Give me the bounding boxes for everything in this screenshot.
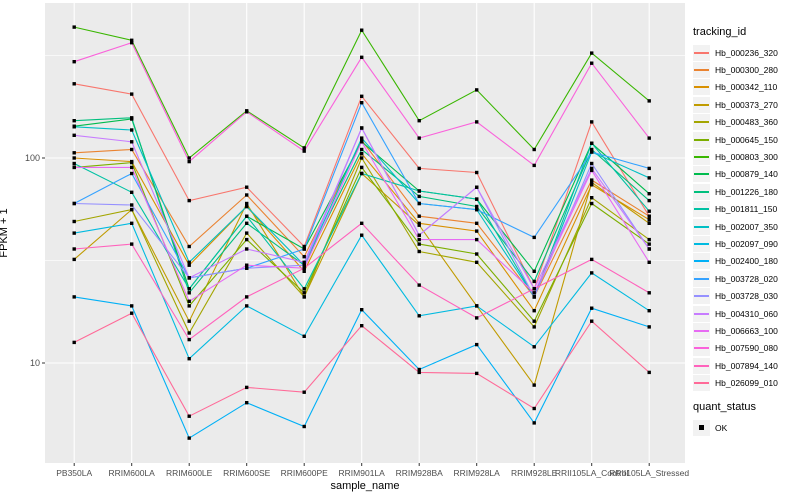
legend-entry: Hb_000803_300 xyxy=(693,148,778,166)
black-square-marker-icon xyxy=(693,419,710,436)
legend-entry-label: Hb_000342_110 xyxy=(715,82,778,93)
legend-entry: Hb_007590_080 xyxy=(693,340,778,357)
quant-status-legend: quant_status OK xyxy=(693,401,756,436)
legend-entry-label: Hb_007894_140 xyxy=(715,360,778,371)
legend-entry: Hb_000483_360 xyxy=(693,114,778,131)
legend-entry-label: Hb_026099_010 xyxy=(715,378,778,389)
y-tick-label: 100 xyxy=(24,152,40,163)
tracking-id-legend: tracking_id Hb_000236_320 Hb_000300_280 Hb… xyxy=(693,26,778,392)
legend-entry: Hb_003728_030 xyxy=(693,287,778,305)
legend-key-line-icon xyxy=(693,114,710,131)
legend-key-line-icon xyxy=(693,340,710,357)
legend-entry-label: Hb_000803_300 xyxy=(715,152,778,163)
x-tick-label: RRIM600PE xyxy=(280,468,328,478)
legend-key-line-icon xyxy=(693,62,710,79)
legend-entry: Hb_000236_320 xyxy=(693,44,778,61)
x-tick-label: RRII105LA_Control xyxy=(554,468,629,478)
x-tick-label: PB350LA xyxy=(56,468,93,478)
legend-key-line-icon xyxy=(693,166,710,183)
legend-key-line-icon xyxy=(693,131,710,148)
x-tick-label: RRIM600LA xyxy=(108,468,155,478)
legend-entry-label: Hb_006663_100 xyxy=(715,325,778,336)
legend-entry-label: Hb_003728_020 xyxy=(715,273,778,284)
legend-key-line-icon xyxy=(693,357,710,374)
legend-entry-label: Hb_000645_150 xyxy=(715,134,778,145)
legend-key-line-icon xyxy=(693,235,710,252)
legend-entries: Hb_000236_320 Hb_000300_280 Hb_000342_110 H… xyxy=(693,44,778,392)
legend-entry-label: Hb_000879_140 xyxy=(715,169,778,180)
x-tick-label: RRIM600SE xyxy=(223,468,271,478)
legend-key-line-icon xyxy=(693,270,710,287)
legend-entry: Hb_000645_150 xyxy=(693,131,778,148)
legend-key-line-icon xyxy=(693,149,710,166)
quant-legend-title: quant_status xyxy=(693,401,756,413)
legend-entry: Hb_000373_270 xyxy=(693,96,778,113)
x-tick-label: RRIM928BA xyxy=(395,468,443,478)
legend-entry: Hb_000342_110 xyxy=(693,79,778,96)
legend-entry: Hb_001811_150 xyxy=(693,201,778,218)
legend-key-line-icon xyxy=(693,288,710,305)
x-tick-label: RRIM928LE xyxy=(511,468,558,478)
legend-key-line-icon xyxy=(693,253,710,270)
legend-entry: Hb_002400_180 xyxy=(693,253,778,270)
legend-key-line-icon xyxy=(693,96,710,113)
quant-legend-label: OK xyxy=(715,422,728,433)
legend-entry-label: Hb_000483_360 xyxy=(715,117,778,128)
legend-entry: Hb_007894_140 xyxy=(693,357,778,374)
legend-key-line-icon xyxy=(693,183,710,200)
x-axis-title: sample_name xyxy=(330,480,400,492)
legend-key-line-icon xyxy=(693,201,710,218)
legend-entry: Hb_002097_090 xyxy=(693,235,778,252)
legend-title: tracking_id xyxy=(693,26,747,38)
legend-entry-label: Hb_007590_080 xyxy=(715,343,778,354)
legend-entry: Hb_002007_350 xyxy=(693,218,778,235)
x-tick-label: RRIM600LE xyxy=(166,468,213,478)
x-tick-label: RRIM928LA xyxy=(453,468,500,478)
quant-legend-entry: OK xyxy=(693,419,756,436)
legend-entry: Hb_026099_010 xyxy=(693,374,778,392)
legend-entry-label: Hb_001811_150 xyxy=(715,204,778,215)
legend-entry: Hb_004310_060 xyxy=(693,305,778,322)
legend-entry: Hb_000300_280 xyxy=(693,61,778,79)
legend-entry-label: Hb_003728_030 xyxy=(715,291,778,302)
legend-entry-label: Hb_004310_060 xyxy=(715,308,778,319)
legend-key-line-icon xyxy=(693,375,710,392)
legend-entry: Hb_003728_020 xyxy=(693,270,778,287)
legend-entry-label: Hb_002400_180 xyxy=(715,256,778,267)
legend-entry: Hb_006663_100 xyxy=(693,322,778,339)
legend-key-line-icon xyxy=(693,79,710,96)
x-tick-label: RRIM901LA xyxy=(338,468,385,478)
legend-entry-label: Hb_002097_090 xyxy=(715,238,778,249)
legend-entry: Hb_000879_140 xyxy=(693,166,778,183)
y-tick-label: 10 xyxy=(29,357,40,368)
legend-entry-label: Hb_000300_280 xyxy=(715,65,778,76)
legend-key-line-icon xyxy=(693,305,710,322)
legend-entry-label: Hb_000373_270 xyxy=(715,99,778,110)
legend-entry: Hb_001226_180 xyxy=(693,183,778,200)
legend-entry-label: Hb_002007_350 xyxy=(715,221,778,232)
legend-entry-label: Hb_001226_180 xyxy=(715,186,778,197)
legend-key-line-icon xyxy=(693,44,710,61)
legend-entry-label: Hb_000236_320 xyxy=(715,47,778,58)
legend-key-line-icon xyxy=(693,322,710,339)
x-tick-label: RRII105LA_Stressed xyxy=(609,468,690,478)
legend-key-line-icon xyxy=(693,218,710,235)
y-axis-title: FPKM + 1 xyxy=(0,208,10,258)
